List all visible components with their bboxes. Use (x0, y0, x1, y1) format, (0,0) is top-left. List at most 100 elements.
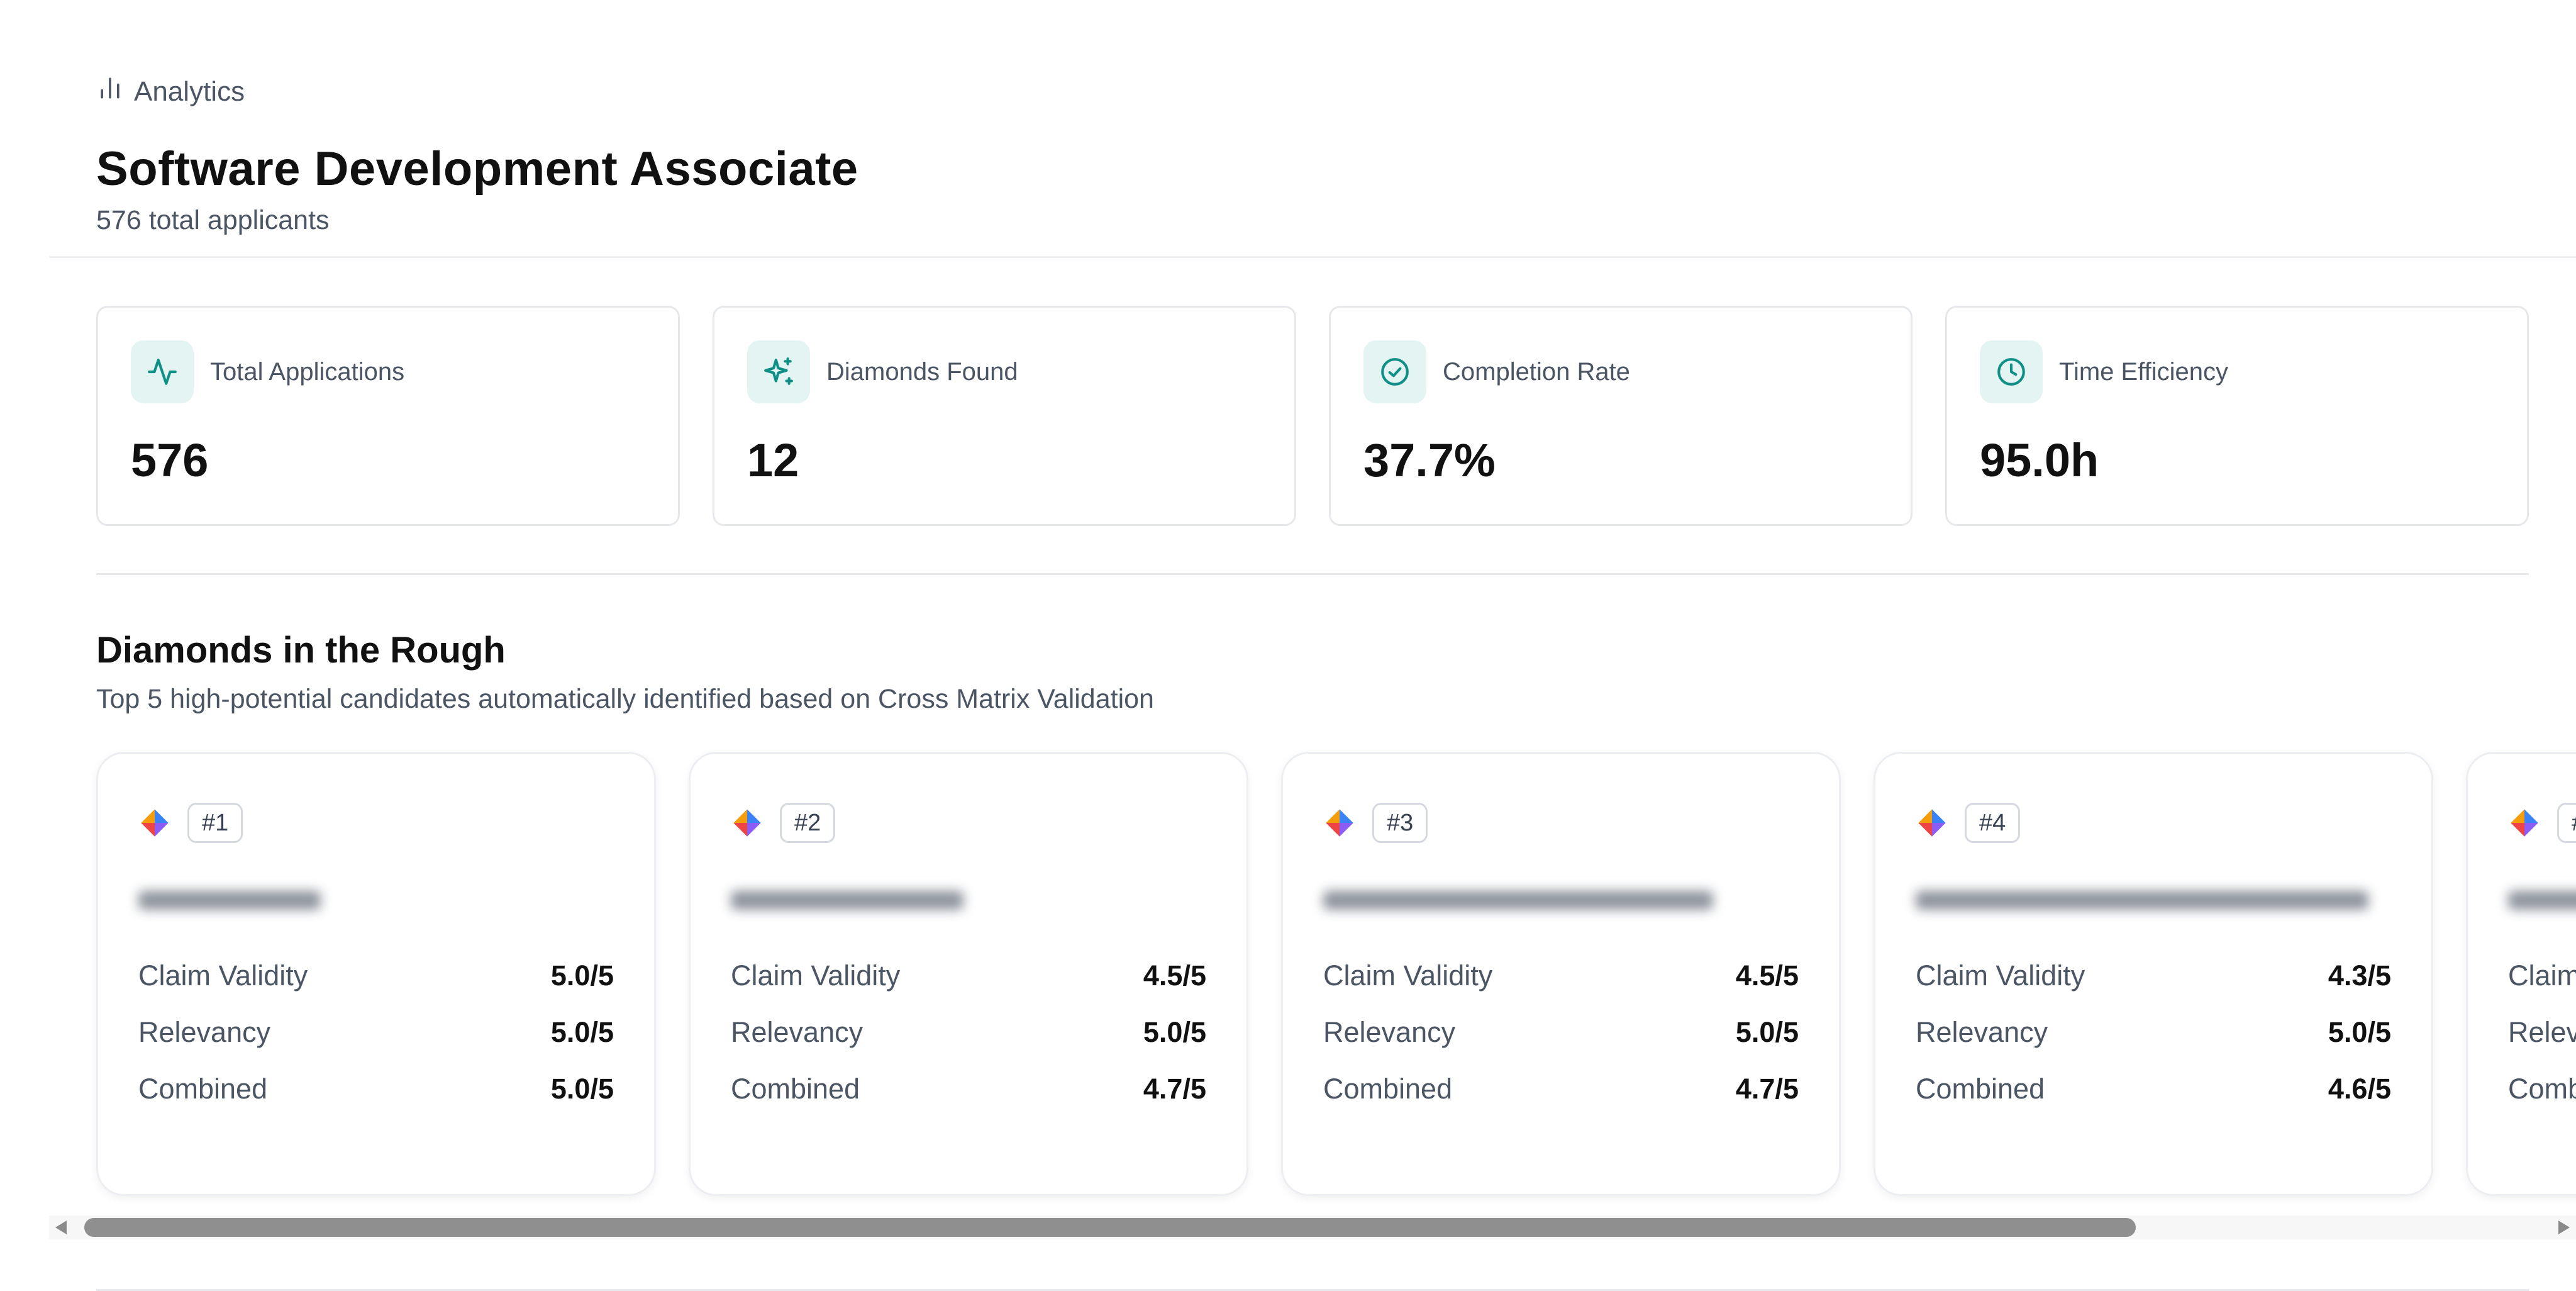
metric-value: 5.0/5 (1143, 1016, 1206, 1048)
candidate-name-redacted (2508, 883, 2576, 917)
metric-row: Claim Validity 4.5/5 (731, 947, 1206, 1004)
rank-badge: #3 (1372, 803, 1428, 843)
metric-row: Claim (2508, 947, 2576, 1004)
stat-card-completion-rate: Completion Rate 37.7% (1329, 306, 1913, 526)
redacted-name-bar (731, 891, 963, 910)
scroll-right-arrow-icon[interactable] (2558, 1221, 2570, 1234)
metric-row: Combined 5.0/5 (138, 1061, 614, 1117)
gem-icon (2508, 807, 2541, 839)
gem-icon (1916, 807, 1948, 839)
metric-row: Releva (2508, 1004, 2576, 1061)
check-circle-icon (1363, 340, 1426, 403)
redacted-name-bar (2508, 891, 2576, 910)
scrollbar-thumb[interactable] (84, 1218, 2136, 1237)
diamond-cards-carousel[interactable]: #1 Claim Validity 5.0/5 Relevancy 5.0/5 Combi… (96, 752, 2576, 1196)
metric-label: Relevancy (138, 1016, 271, 1048)
metric-label: Claim Validity (138, 959, 308, 992)
gem-icon (1323, 807, 1356, 839)
diamonds-section-subtitle: Top 5 high-potential candidates automati… (96, 684, 1154, 714)
metric-label: Claim Validity (1916, 959, 2085, 992)
candidate-metrics: Claim Releva Comb (2508, 947, 2576, 1117)
breadcrumb[interactable]: Analytics (96, 74, 858, 109)
page-title: Software Development Associate (96, 142, 858, 196)
gem-icon (731, 807, 763, 839)
breadcrumb-label: Analytics (134, 75, 245, 107)
metric-row: Combined 4.6/5 (1916, 1061, 2391, 1117)
rank-badge: #5 (2557, 803, 2576, 843)
header-divider (49, 256, 2576, 258)
candidate-card[interactable]: #1 Claim Validity 5.0/5 Relevancy 5.0/5 Combi… (96, 752, 656, 1196)
stat-value: 37.7% (1363, 434, 1496, 486)
candidate-card[interactable]: #3 Claim Validity 4.5/5 Relevancy 5.0/5 Combi… (1281, 752, 1841, 1196)
bar-chart-icon (96, 74, 124, 109)
stat-card-total-applications: Total Applications 576 (96, 306, 680, 526)
bottom-divider (96, 1289, 2529, 1291)
metric-value: 4.6/5 (2328, 1073, 2391, 1105)
stat-value: 12 (747, 434, 799, 486)
metric-value: 5.0/5 (1735, 1016, 1799, 1048)
metric-row: Claim Validity 4.5/5 (1323, 947, 1799, 1004)
metric-value: 5.0/5 (550, 1073, 614, 1105)
metric-label: Comb (2508, 1073, 2576, 1105)
rank-badge: #4 (1965, 803, 2021, 843)
scroll-left-arrow-icon[interactable] (55, 1221, 67, 1234)
stat-label: Completion Rate (1443, 357, 1630, 386)
stat-card-diamonds-found: Diamonds Found 12 (713, 306, 1296, 526)
gem-icon (138, 807, 171, 839)
metric-label: Claim Validity (731, 959, 901, 992)
metric-value: 4.7/5 (1143, 1073, 1206, 1105)
rank-badge: #2 (780, 803, 836, 843)
sparkles-icon (747, 340, 810, 403)
metric-label: Relevancy (1323, 1016, 1456, 1048)
metric-value: 4.5/5 (1143, 959, 1206, 992)
page-header: Analytics Software Development Associate… (96, 74, 858, 236)
applicant-count: 576 total applicants (96, 205, 330, 235)
candidate-name-redacted (1323, 883, 1799, 917)
candidate-name-redacted (1916, 883, 2391, 917)
redacted-name-bar (1916, 891, 2368, 910)
metric-row: Relevancy 5.0/5 (731, 1004, 1206, 1061)
candidate-metrics: Claim Validity 4.5/5 Relevancy 5.0/5 Combine… (731, 947, 1206, 1117)
redacted-name-bar (1323, 891, 1713, 910)
stat-card-time-efficiency: Time Efficiency 95.0h (1945, 306, 2529, 526)
metric-value: 5.0/5 (550, 959, 614, 992)
horizontal-scrollbar[interactable] (49, 1216, 2576, 1239)
candidate-card[interactable]: #5 Claim Releva Comb (2466, 752, 2576, 1196)
candidate-card[interactable]: #4 Claim Validity 4.3/5 Relevancy 5.0/5 Combi… (1874, 752, 2433, 1196)
metric-row: Relevancy 5.0/5 (1916, 1004, 2391, 1061)
metric-label: Combined (1323, 1073, 1453, 1105)
metric-value: 5.0/5 (550, 1016, 614, 1048)
metric-label: Combined (731, 1073, 860, 1105)
diamonds-section-title: Diamonds in the Rough (96, 630, 506, 671)
metric-label: Combined (1916, 1073, 2045, 1105)
metric-value: 4.5/5 (1735, 959, 1799, 992)
metric-value: 5.0/5 (2328, 1016, 2391, 1048)
redacted-name-bar (138, 891, 321, 910)
stat-value: 576 (131, 434, 209, 486)
candidate-card[interactable]: #2 Claim Validity 4.5/5 Relevancy 5.0/5 Combi… (689, 752, 1248, 1196)
stat-label: Diamonds Found (826, 357, 1018, 386)
candidate-metrics: Claim Validity 5.0/5 Relevancy 5.0/5 Combine… (138, 947, 614, 1117)
metric-label: Combined (138, 1073, 268, 1105)
stat-value: 95.0h (1980, 434, 2099, 486)
activity-icon (131, 340, 194, 403)
candidate-metrics: Claim Validity 4.5/5 Relevancy 5.0/5 Combine… (1323, 947, 1799, 1117)
rank-badge: #1 (187, 803, 243, 843)
metric-row: Combined 4.7/5 (1323, 1061, 1799, 1117)
metric-label: Relevancy (1916, 1016, 2048, 1048)
stats-row: Total Applications 576 Diamonds Found 12 (96, 306, 2529, 526)
metric-row: Claim Validity 4.3/5 (1916, 947, 2391, 1004)
metric-row: Claim Validity 5.0/5 (138, 947, 614, 1004)
metric-value: 4.7/5 (1735, 1073, 1799, 1105)
candidate-metrics: Claim Validity 4.3/5 Relevancy 5.0/5 Combine… (1916, 947, 2391, 1117)
stat-label: Total Applications (210, 357, 405, 386)
stat-label: Time Efficiency (2059, 357, 2228, 386)
metric-label: Claim (2508, 959, 2576, 992)
candidate-name-redacted (731, 883, 1206, 917)
metric-label: Claim Validity (1323, 959, 1493, 992)
clock-icon (1980, 340, 2043, 403)
section-divider (96, 573, 2529, 575)
metric-label: Relevancy (731, 1016, 863, 1048)
candidate-name-redacted (138, 883, 614, 917)
